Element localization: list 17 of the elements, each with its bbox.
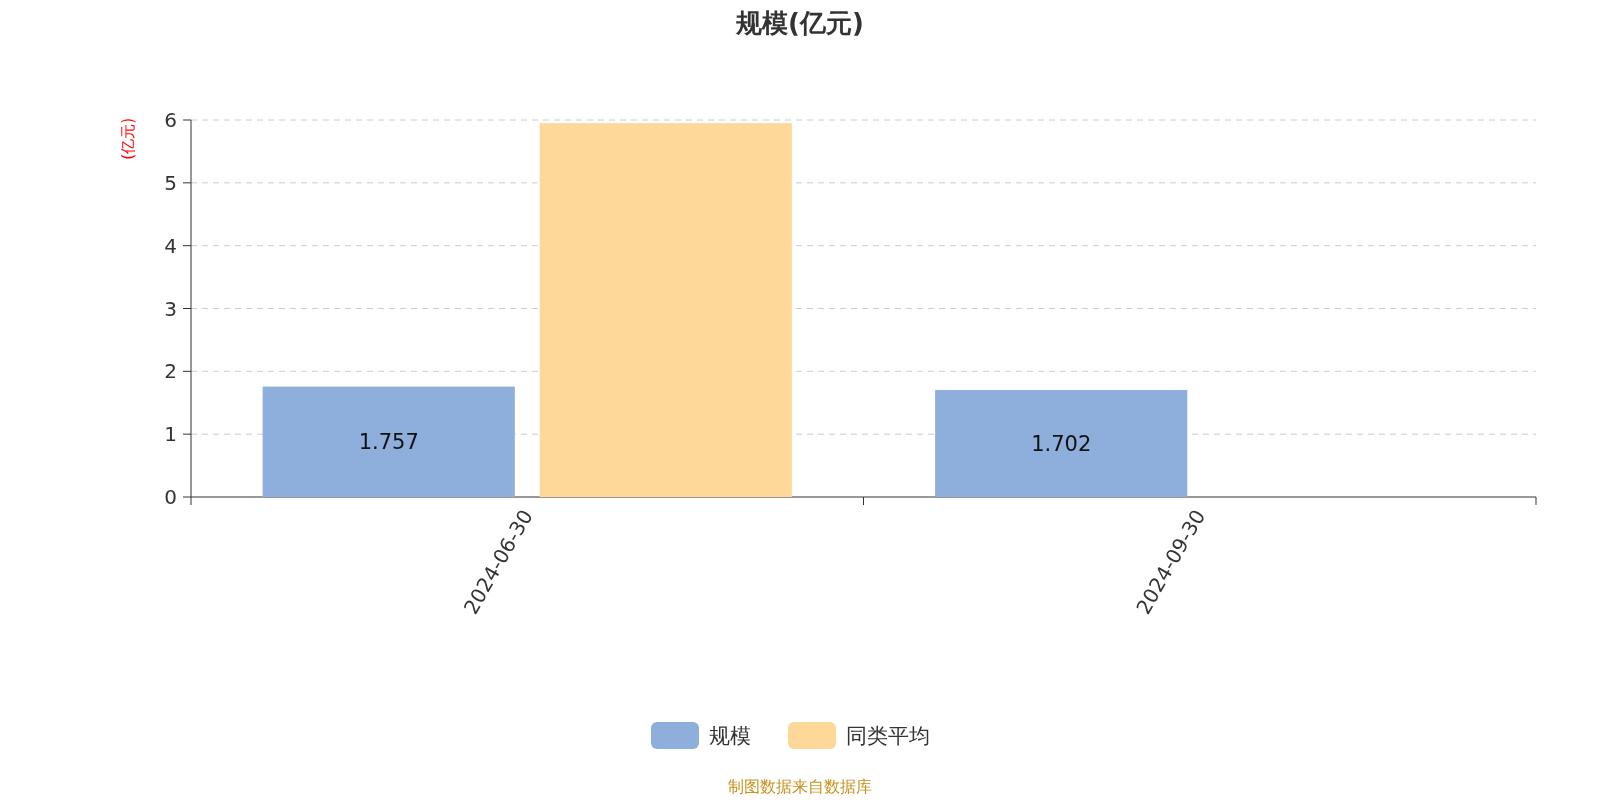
data-label: 1.702 (1031, 431, 1092, 456)
y-tick-label: 0 (164, 485, 177, 509)
legend-label: 同类平均 (846, 724, 930, 748)
legend-label: 规模 (709, 724, 751, 748)
y-axis-title: (亿元) (119, 117, 137, 160)
text: 制图数据来自数据库 (728, 777, 872, 796)
chart-title: 规模(亿元) (735, 8, 864, 38)
y-tick-label: 4 (164, 233, 177, 258)
bar (539, 123, 792, 497)
y-tick-label: 2 (164, 359, 177, 384)
y-tick-label: 5 (164, 170, 177, 195)
data-label: 1.757 (358, 429, 419, 454)
bar (262, 386, 515, 497)
bar (935, 390, 1188, 497)
y-tick-label: 3 (164, 296, 177, 321)
y-tick-label: 1 (164, 422, 177, 447)
y-tick-label: 6 (164, 108, 177, 132)
